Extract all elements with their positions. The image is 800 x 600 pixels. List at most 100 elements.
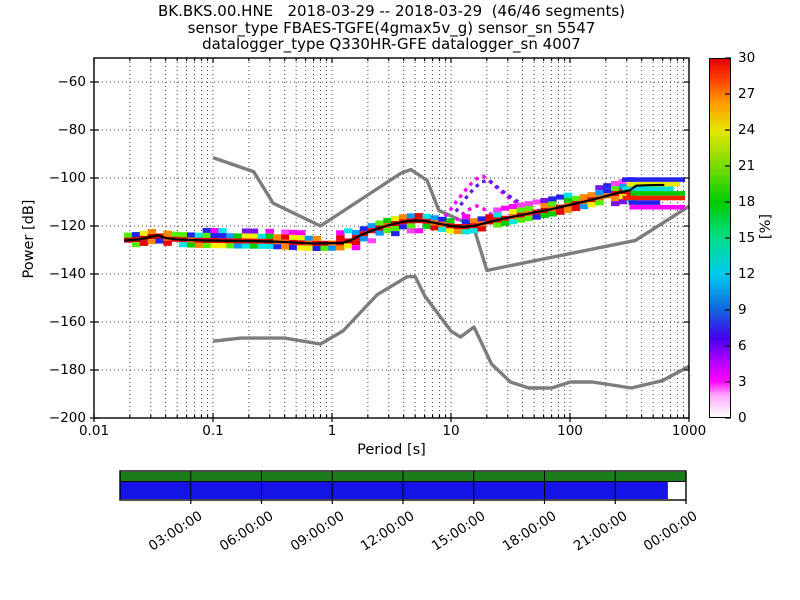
psd-band-cell	[461, 214, 471, 220]
psd-band-cell	[186, 242, 196, 248]
psd-band-cell	[375, 220, 384, 226]
colorbar-tick-label: 24	[738, 122, 756, 138]
psd-band-cell	[241, 233, 251, 239]
psd-band-cell	[304, 235, 314, 241]
psd-band-cell	[579, 204, 589, 210]
y-tick-label: −120	[48, 218, 86, 234]
psd-band-cell	[131, 242, 141, 248]
x-tick-label: 0.01	[78, 423, 110, 439]
psd-band-cell	[289, 229, 298, 235]
psd-band-cell	[508, 209, 518, 215]
plot-title-line1: BK.BKS.00.HNE 2018-03-29 -- 2018-03-29 (…	[158, 2, 625, 20]
y-tick-label: −200	[48, 410, 86, 426]
psd-band-cell	[453, 229, 463, 235]
psd-band-cell	[375, 230, 384, 236]
psd-band-cell	[155, 238, 164, 244]
plot-title-line3: datalogger_type Q330HR-GFE datalogger_sn…	[202, 35, 581, 53]
psd-band-cell	[210, 233, 219, 239]
psd-band-cell	[343, 243, 353, 249]
psd-band-cell	[414, 228, 424, 234]
coverage-bar	[119, 470, 687, 504]
psd-band-cell	[202, 227, 212, 233]
psd-band-cell	[336, 245, 345, 251]
psd-band-cell	[556, 209, 565, 215]
psd-band-cell	[398, 214, 408, 220]
psd-band-cell	[351, 245, 361, 251]
x-tick-label: 10	[442, 423, 460, 439]
psd-band-row	[622, 186, 674, 192]
psd-band-cell	[312, 235, 322, 241]
psd-band-cell	[273, 244, 282, 250]
psd-band-cell	[438, 226, 447, 232]
psd-band-cell	[516, 207, 526, 213]
psd-band-cell	[139, 230, 149, 236]
psd-band-cell	[241, 228, 251, 234]
psd-band-cell	[595, 185, 604, 191]
psd-band-cell	[524, 216, 534, 222]
y-tick-label: −80	[57, 122, 87, 138]
psd-band-cell	[477, 226, 486, 232]
psd-band-row	[629, 204, 685, 210]
psd-band-cell	[257, 233, 267, 239]
colorbar-tick-label: 15	[738, 230, 756, 246]
psd-band-cell	[446, 228, 455, 234]
nhnm-line	[212, 155, 689, 273]
psd-band-cell	[249, 233, 259, 239]
psd-band-cell	[477, 216, 486, 222]
psd-band-cell	[249, 228, 259, 234]
psd-band-cell	[548, 211, 557, 217]
colorbar-tick-label: 12	[738, 266, 756, 282]
psd-band-cell	[194, 232, 204, 238]
colorbar-tick-label: 21	[738, 158, 756, 174]
psd-band-cell	[336, 235, 345, 241]
psd-band-cell	[265, 228, 274, 234]
psd-band-cell	[493, 212, 502, 218]
coverage-blue-bar	[120, 481, 668, 499]
psd-mode-line	[124, 183, 665, 245]
psd-band-cell	[611, 201, 620, 207]
psd-band-cell	[540, 202, 549, 209]
psd-band-cell	[430, 215, 439, 221]
psd-band-cell	[343, 228, 353, 234]
psd-band-cell	[320, 245, 329, 251]
psd-band-cell	[461, 229, 471, 235]
psd-band-cell	[249, 243, 259, 249]
psd-band-cell	[202, 242, 212, 249]
psd-band-cell	[563, 207, 573, 213]
y-tick-label: −60	[57, 74, 87, 90]
psd-band-cell	[351, 230, 361, 236]
psd-band-cell	[234, 243, 243, 249]
x-tick-label: 100	[557, 423, 583, 439]
psd-band-cell	[406, 213, 416, 219]
psd-band-cell	[234, 233, 243, 239]
psd-band-cell	[391, 215, 400, 222]
psd-band-cell	[210, 227, 219, 234]
y-tick-label: −100	[48, 170, 86, 186]
colorbar-tick-label: 3	[738, 374, 747, 390]
psd-band-cell	[524, 206, 534, 212]
x-tick-label: 1000	[671, 423, 707, 439]
psd-band-cell	[336, 230, 345, 236]
psd-band-cell	[139, 240, 149, 246]
psd-band-cell	[218, 233, 227, 239]
y-tick-label: −140	[48, 266, 86, 282]
psd-band-cell	[186, 232, 196, 238]
psd-band-cell	[171, 231, 180, 237]
x-tick-label: 1	[327, 423, 337, 439]
psd-band-cell	[501, 205, 510, 211]
psd-band-cell	[571, 195, 581, 201]
psd-band-cell	[603, 183, 612, 189]
psd-band-cell	[587, 192, 596, 198]
axis-ticks	[90, 58, 690, 422]
psd-band-cell	[296, 230, 306, 236]
psd-band-row	[630, 191, 685, 196]
colorbar-tick-label: 0	[738, 410, 747, 426]
psd-band-cell	[430, 225, 439, 231]
psd-band-cell	[257, 243, 267, 249]
outlier-trace-1	[438, 174, 541, 224]
psd-band-cell	[179, 242, 188, 248]
psd-band-cell	[595, 190, 604, 196]
psd-band-row	[622, 195, 685, 201]
